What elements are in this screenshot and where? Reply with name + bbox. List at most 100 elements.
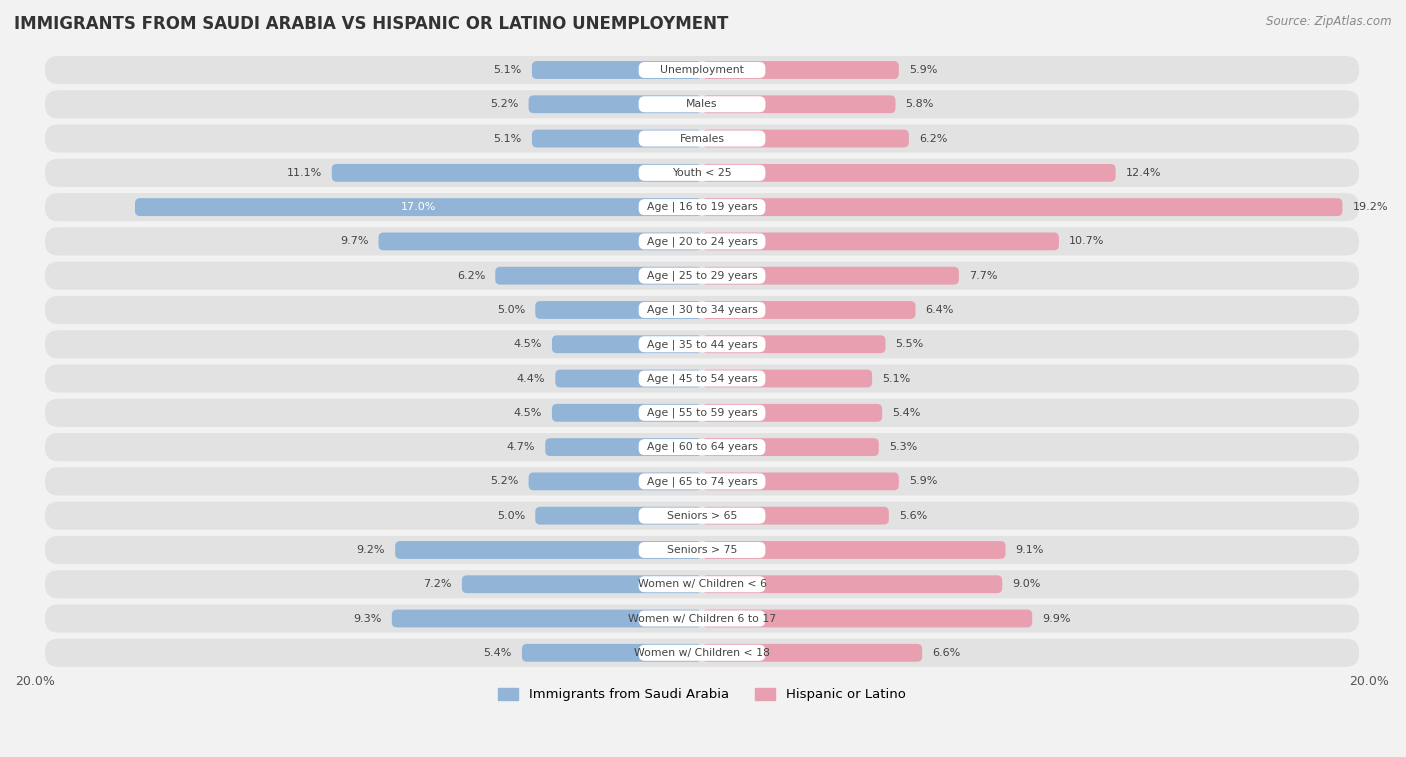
FancyBboxPatch shape: [536, 506, 702, 525]
FancyBboxPatch shape: [638, 62, 765, 78]
FancyBboxPatch shape: [45, 639, 1360, 667]
FancyBboxPatch shape: [702, 232, 1059, 251]
Text: 5.4%: 5.4%: [893, 408, 921, 418]
FancyBboxPatch shape: [702, 95, 896, 114]
Text: 5.1%: 5.1%: [882, 373, 911, 384]
FancyBboxPatch shape: [45, 193, 1360, 221]
FancyBboxPatch shape: [702, 129, 908, 148]
FancyBboxPatch shape: [638, 508, 765, 524]
Text: Age | 45 to 54 years: Age | 45 to 54 years: [647, 373, 758, 384]
Text: 10.7%: 10.7%: [1069, 236, 1104, 247]
Text: 5.2%: 5.2%: [491, 99, 519, 109]
Text: 4.5%: 4.5%: [513, 339, 541, 349]
Text: Age | 25 to 29 years: Age | 25 to 29 years: [647, 270, 758, 281]
Text: 4.7%: 4.7%: [506, 442, 536, 452]
FancyBboxPatch shape: [45, 364, 1360, 393]
FancyBboxPatch shape: [638, 130, 765, 147]
Text: 9.9%: 9.9%: [1042, 613, 1071, 624]
FancyBboxPatch shape: [536, 301, 702, 319]
Text: 9.2%: 9.2%: [357, 545, 385, 555]
FancyBboxPatch shape: [553, 335, 702, 354]
FancyBboxPatch shape: [702, 472, 898, 491]
FancyBboxPatch shape: [638, 336, 765, 352]
Text: 5.0%: 5.0%: [496, 305, 526, 315]
FancyBboxPatch shape: [395, 541, 702, 559]
FancyBboxPatch shape: [702, 369, 872, 388]
FancyBboxPatch shape: [45, 330, 1360, 358]
FancyBboxPatch shape: [45, 433, 1360, 461]
Text: Age | 16 to 19 years: Age | 16 to 19 years: [647, 202, 758, 213]
Text: Age | 35 to 44 years: Age | 35 to 44 years: [647, 339, 758, 350]
FancyBboxPatch shape: [638, 199, 765, 215]
Text: Women w/ Children 6 to 17: Women w/ Children 6 to 17: [628, 613, 776, 624]
FancyBboxPatch shape: [702, 266, 959, 285]
Text: Youth < 25: Youth < 25: [672, 168, 733, 178]
Text: 5.6%: 5.6%: [898, 511, 927, 521]
Text: Seniors > 75: Seniors > 75: [666, 545, 737, 555]
FancyBboxPatch shape: [638, 405, 765, 421]
FancyBboxPatch shape: [135, 198, 702, 216]
Text: 6.2%: 6.2%: [920, 133, 948, 144]
FancyBboxPatch shape: [702, 335, 886, 354]
Text: Females: Females: [679, 133, 724, 144]
FancyBboxPatch shape: [638, 645, 765, 661]
Text: 5.1%: 5.1%: [494, 133, 522, 144]
Text: Seniors > 65: Seniors > 65: [666, 511, 737, 521]
FancyBboxPatch shape: [702, 575, 1002, 593]
FancyBboxPatch shape: [702, 61, 898, 79]
Text: 5.9%: 5.9%: [908, 476, 938, 487]
FancyBboxPatch shape: [638, 165, 765, 181]
FancyBboxPatch shape: [702, 506, 889, 525]
FancyBboxPatch shape: [45, 604, 1360, 633]
FancyBboxPatch shape: [702, 198, 1343, 216]
Text: 4.5%: 4.5%: [513, 408, 541, 418]
FancyBboxPatch shape: [45, 502, 1360, 530]
FancyBboxPatch shape: [638, 233, 765, 249]
FancyBboxPatch shape: [638, 268, 765, 284]
FancyBboxPatch shape: [45, 262, 1360, 290]
Text: 7.7%: 7.7%: [969, 271, 997, 281]
FancyBboxPatch shape: [45, 56, 1360, 84]
FancyBboxPatch shape: [638, 473, 765, 490]
Text: 19.2%: 19.2%: [1353, 202, 1388, 212]
FancyBboxPatch shape: [702, 609, 1032, 628]
FancyBboxPatch shape: [702, 301, 915, 319]
FancyBboxPatch shape: [638, 439, 765, 455]
Text: Age | 55 to 59 years: Age | 55 to 59 years: [647, 407, 758, 418]
Text: 5.8%: 5.8%: [905, 99, 934, 109]
Text: 6.4%: 6.4%: [925, 305, 953, 315]
FancyBboxPatch shape: [702, 438, 879, 456]
FancyBboxPatch shape: [638, 370, 765, 387]
Text: 5.0%: 5.0%: [496, 511, 526, 521]
FancyBboxPatch shape: [529, 472, 702, 491]
Text: 12.4%: 12.4%: [1126, 168, 1161, 178]
FancyBboxPatch shape: [531, 61, 702, 79]
Text: 6.6%: 6.6%: [932, 648, 960, 658]
FancyBboxPatch shape: [392, 609, 702, 628]
FancyBboxPatch shape: [45, 227, 1360, 255]
FancyBboxPatch shape: [638, 542, 765, 558]
FancyBboxPatch shape: [546, 438, 702, 456]
Text: 5.2%: 5.2%: [491, 476, 519, 487]
Text: Males: Males: [686, 99, 718, 109]
FancyBboxPatch shape: [45, 124, 1360, 153]
FancyBboxPatch shape: [463, 575, 702, 593]
FancyBboxPatch shape: [638, 576, 765, 592]
Text: 9.3%: 9.3%: [353, 613, 382, 624]
FancyBboxPatch shape: [702, 404, 882, 422]
Text: Age | 65 to 74 years: Age | 65 to 74 years: [647, 476, 758, 487]
FancyBboxPatch shape: [495, 266, 702, 285]
FancyBboxPatch shape: [553, 404, 702, 422]
Text: Women w/ Children < 18: Women w/ Children < 18: [634, 648, 770, 658]
FancyBboxPatch shape: [702, 644, 922, 662]
FancyBboxPatch shape: [702, 541, 1005, 559]
Text: 17.0%: 17.0%: [401, 202, 436, 212]
FancyBboxPatch shape: [45, 467, 1360, 495]
FancyBboxPatch shape: [45, 90, 1360, 118]
FancyBboxPatch shape: [638, 96, 765, 112]
Text: 5.3%: 5.3%: [889, 442, 917, 452]
FancyBboxPatch shape: [531, 129, 702, 148]
Text: Unemployment: Unemployment: [659, 65, 744, 75]
Text: 9.7%: 9.7%: [340, 236, 368, 247]
FancyBboxPatch shape: [45, 159, 1360, 187]
